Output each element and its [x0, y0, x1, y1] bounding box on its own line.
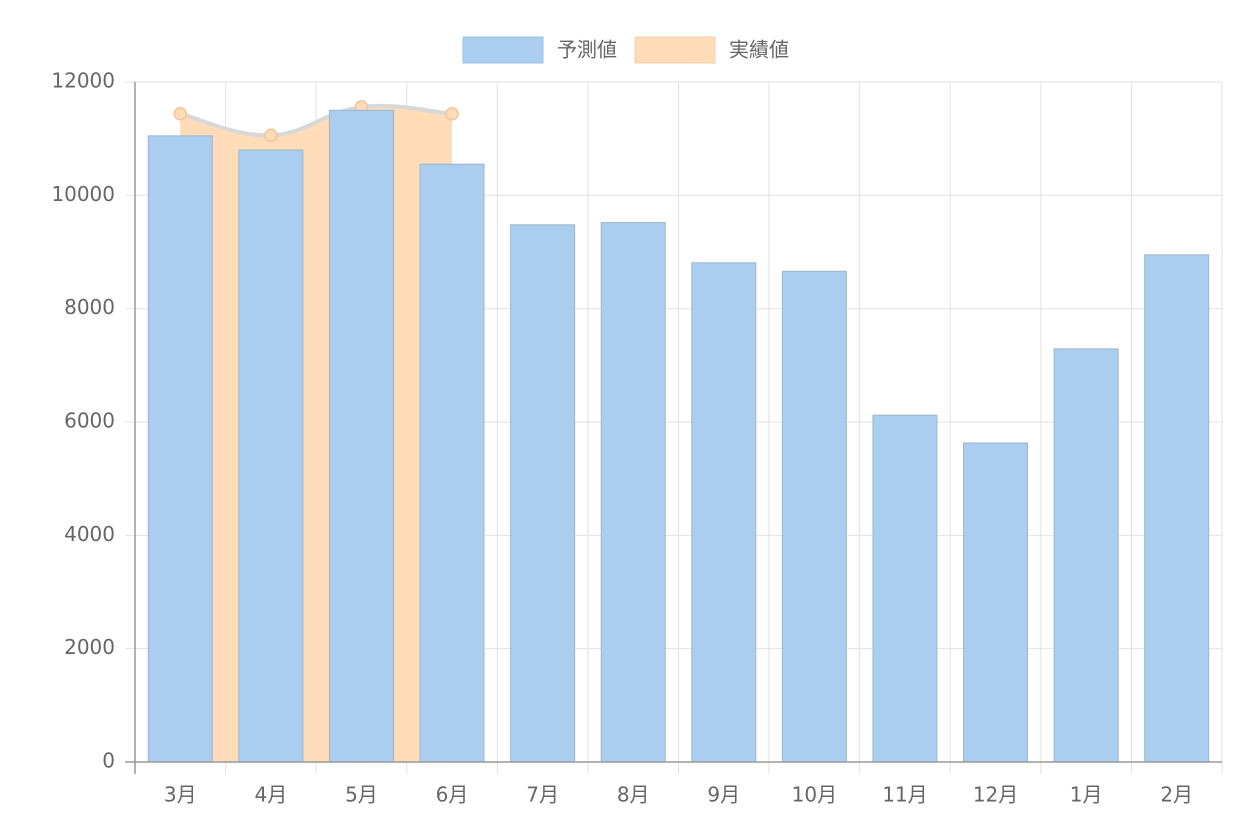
- bar: [328, 109, 394, 763]
- line: [179, 103, 453, 138]
- legend-label: 予測値: [557, 38, 617, 62]
- x-tick-label: 9月: [707, 783, 740, 807]
- legend: 予測値 実績値: [462, 36, 789, 64]
- legend-swatch: [634, 36, 716, 64]
- legend-label: 実績値: [729, 38, 789, 62]
- x-tick-label: 1月: [1070, 783, 1103, 807]
- bar: [872, 414, 938, 763]
- legend-swatch: [462, 36, 544, 64]
- bar: [510, 224, 576, 763]
- y-tick-label: 6000: [64, 409, 115, 433]
- y-tick-label: 0: [102, 749, 115, 773]
- x-tick-label: 7月: [526, 783, 559, 807]
- bar: [781, 270, 847, 763]
- bar: [147, 135, 213, 763]
- x-tick-label: 5月: [345, 783, 378, 807]
- x-tick-label: 11月: [882, 783, 927, 807]
- x-tick-label: 6月: [436, 783, 469, 807]
- bar: [1053, 348, 1119, 763]
- bar: [963, 442, 1029, 763]
- point: [173, 106, 188, 121]
- bar: [238, 149, 304, 763]
- bar: [691, 262, 757, 763]
- y-tick-label: 2000: [64, 635, 115, 659]
- bar: [419, 163, 485, 763]
- y-tick-label: 12000: [51, 69, 115, 93]
- y-tick-label: 10000: [51, 182, 115, 206]
- y-tick-label: 4000: [64, 522, 115, 546]
- point: [445, 106, 459, 121]
- bar: [600, 222, 666, 763]
- y-tick-label: 8000: [64, 295, 115, 319]
- bar: [1144, 254, 1210, 763]
- area-fill: [180, 105, 453, 763]
- x-tick-label: 10月: [792, 783, 837, 807]
- point: [264, 128, 278, 143]
- x-tick-label: 3月: [164, 783, 197, 807]
- x-tick-label: 2月: [1160, 783, 1193, 807]
- x-tick-label: 8月: [617, 783, 650, 807]
- x-tick-label: 4月: [255, 783, 288, 807]
- x-tick-label: 12月: [973, 783, 1018, 807]
